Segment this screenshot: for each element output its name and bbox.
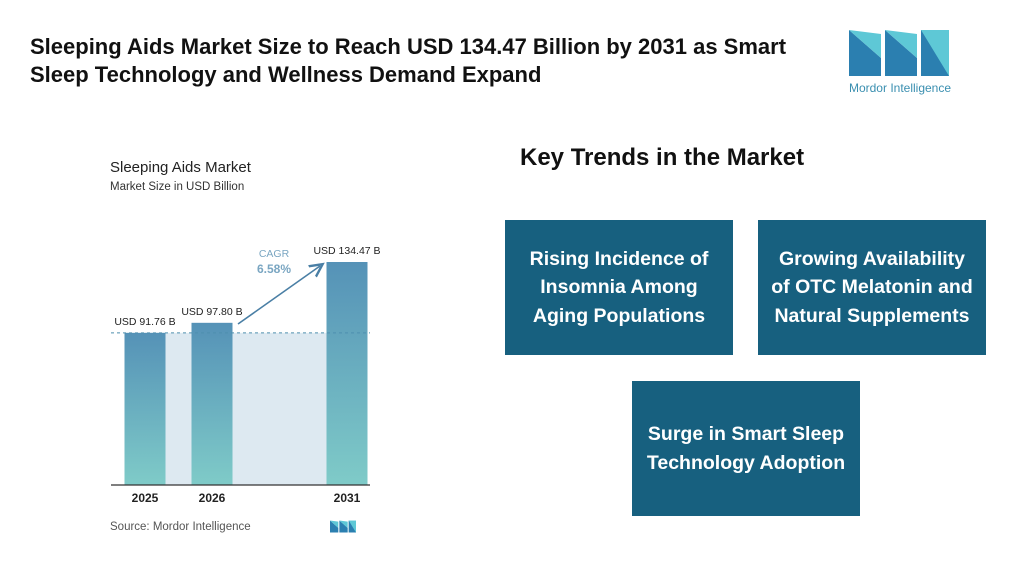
bar-2025 [124, 332, 166, 485]
mordor-logo-icon [849, 30, 949, 76]
mordor-intelligence-logo: Mordor Intelligence [840, 26, 960, 98]
chart-title: Sleeping Aids Market [110, 159, 251, 176]
cagr-label: CAGR [259, 248, 290, 260]
trend-box-insomnia: Rising Incidence of Insomnia Among Aging… [505, 220, 733, 355]
logo-text: Mordor Intelligence [848, 81, 952, 95]
chart-subtitle: Market Size in USD Billion [110, 181, 245, 193]
headline: Sleeping Aids Market Size to Reach USD 1… [30, 34, 787, 87]
trend-box-smart-sleep: Surge in Smart Sleep Technology Adoption [632, 381, 860, 516]
cagr-arrow [237, 266, 320, 325]
chart-source: Source: Mordor Intelligence [110, 521, 251, 533]
base-level-band [145, 332, 347, 485]
trend-box-otc-melatonin: Growing Availability of OTC Melatonin an… [758, 220, 986, 355]
cagr-value: 6.58% [257, 262, 291, 276]
data-label-2026: USD 97.80 B [181, 306, 242, 318]
tick-label-2025: 2025 [132, 491, 159, 505]
tick-label-2031: 2031 [334, 491, 361, 505]
key-trends-title: Key Trends in the Market [520, 144, 805, 171]
data-label-2031: USD 134.47 B [313, 245, 380, 257]
bar-2031 [326, 262, 368, 485]
bar-2026 [191, 322, 233, 485]
source-logo-icon [330, 520, 356, 533]
tick-label-2026: 2026 [199, 491, 226, 505]
data-label-2025: USD 91.76 B [114, 316, 175, 328]
